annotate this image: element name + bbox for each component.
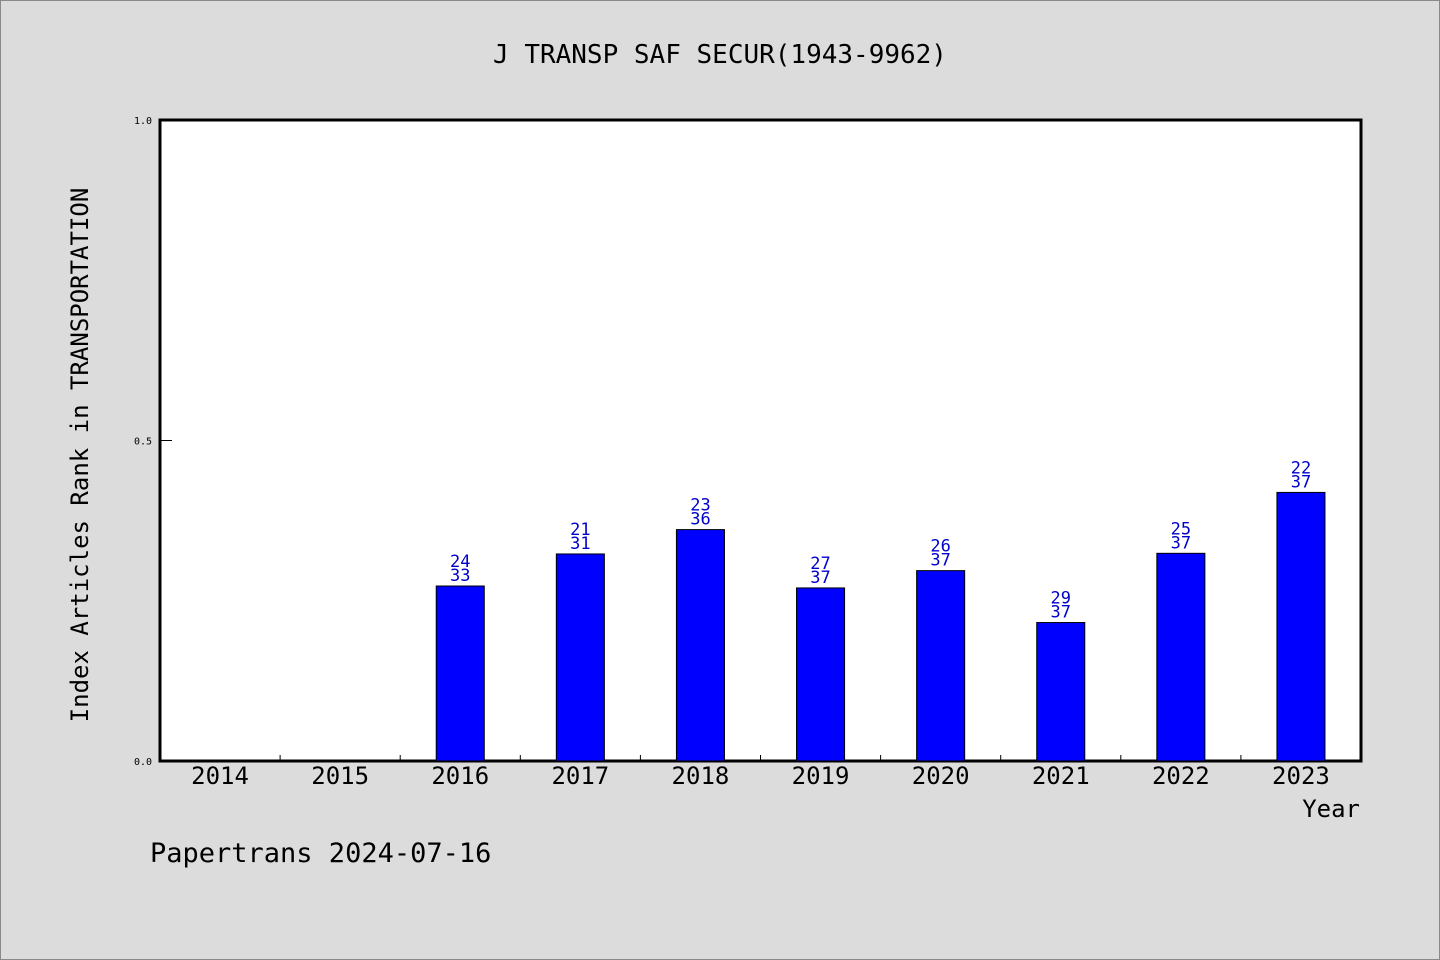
x-tick-label: 2016 [431, 762, 489, 790]
bar-label-total: 33 [450, 566, 470, 586]
bar-label-rank: 24 [450, 552, 470, 572]
y-tick-label: 0.5 [134, 437, 152, 448]
bar-label-rank: 25 [1171, 519, 1191, 539]
bar-label-total: 37 [1051, 603, 1071, 623]
x-axis-label: Year [1302, 795, 1360, 823]
bar-label-total: 37 [810, 568, 830, 588]
bar-label-rank: 22 [1291, 458, 1311, 478]
bar-label-rank: 27 [810, 554, 830, 574]
x-tick-label: 2014 [191, 762, 249, 790]
x-tick-label: 2020 [912, 762, 970, 790]
bar-label-total: 37 [1171, 533, 1191, 553]
bar-label-total: 36 [690, 510, 710, 530]
x-tick-label: 2018 [672, 762, 730, 790]
bar-label-rank: 23 [690, 496, 710, 516]
bar-label-total: 31 [570, 534, 590, 554]
bar [675, 529, 725, 762]
bar-label-rank: 26 [930, 537, 950, 557]
bar [555, 553, 605, 762]
bar [916, 570, 966, 762]
x-axis: 2014 2015 2016 2017 2018 2019 2020 2021 2022 2023 [191, 755, 1330, 790]
x-tick-label: 2017 [551, 762, 609, 790]
x-tick-label: 2021 [1032, 762, 1090, 790]
y-tick-label: 0.0 [134, 757, 152, 768]
bar-label-total: 37 [1291, 472, 1311, 492]
footer-credit: Papertrans 2024-07-16 [150, 838, 491, 869]
chart-title: J TRANSP SAF SECUR(1943-9962) [493, 40, 947, 70]
bar [796, 587, 846, 762]
bar-label-rank: 21 [570, 520, 590, 540]
x-tick-label: 2015 [311, 762, 369, 790]
y-axis-label: Index Articles Rank in TRANSPORTATION [66, 188, 94, 723]
bar-label-rank: 29 [1051, 589, 1071, 609]
bar [435, 585, 485, 762]
bar [1156, 552, 1206, 762]
y-tick-label: 1.0 [134, 116, 152, 127]
x-tick-label: 2023 [1272, 762, 1330, 790]
x-tick-label: 2019 [792, 762, 850, 790]
bar-label-total: 37 [930, 551, 950, 571]
x-tick-label: 2022 [1152, 762, 1210, 790]
bar [1036, 622, 1086, 762]
y-axis: 0.0 0.5 1.0 [134, 116, 172, 768]
bar [1276, 491, 1326, 762]
